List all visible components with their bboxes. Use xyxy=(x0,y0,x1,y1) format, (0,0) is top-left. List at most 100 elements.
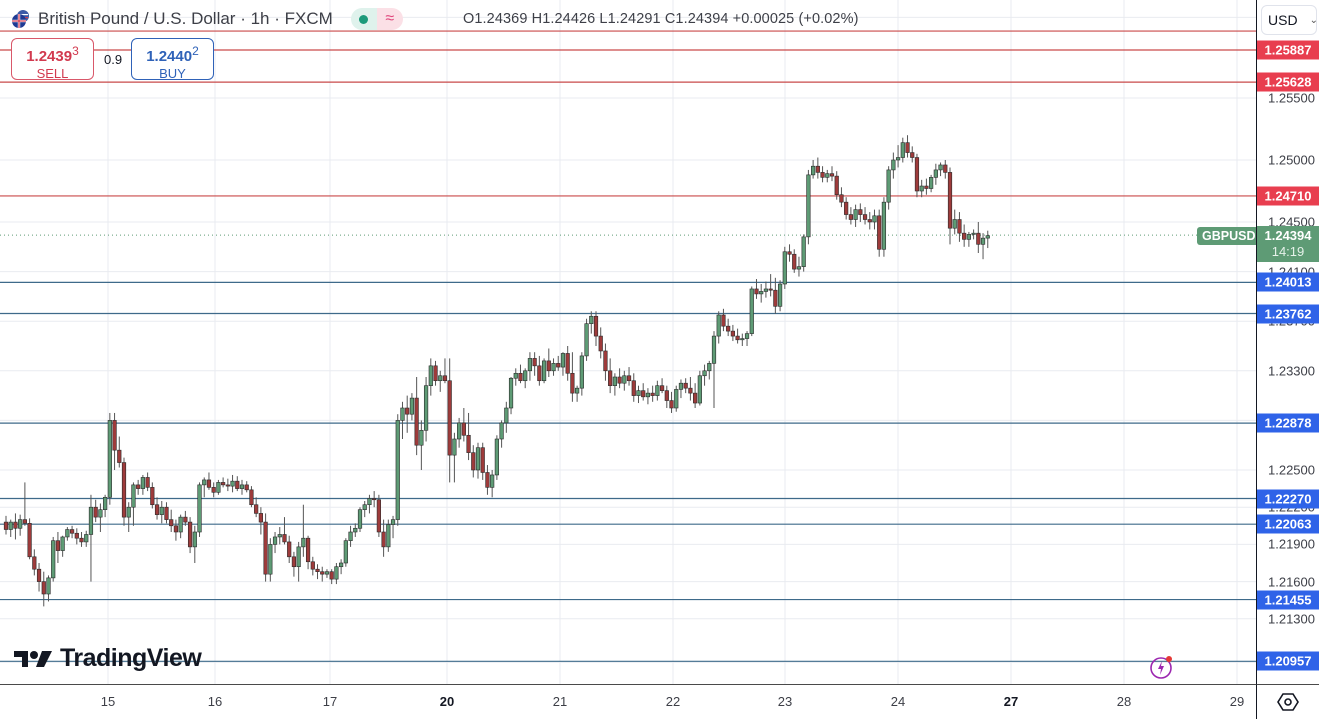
candle xyxy=(60,535,65,557)
price-axis-label: 1.22500 xyxy=(1268,462,1315,478)
candle xyxy=(754,279,759,299)
candle xyxy=(315,564,320,580)
candle xyxy=(136,479,141,495)
candle xyxy=(447,358,452,483)
candle xyxy=(206,472,212,490)
candle xyxy=(702,364,707,386)
candle xyxy=(221,477,226,488)
gbp-usd-flag-icon xyxy=(10,8,32,30)
candle xyxy=(287,535,292,563)
candle xyxy=(254,497,259,518)
market-open-dot-icon xyxy=(350,8,377,30)
candle xyxy=(55,532,61,563)
candle xyxy=(688,377,693,401)
candle xyxy=(485,465,490,495)
candle xyxy=(626,367,632,386)
candlestick-plot[interactable] xyxy=(0,0,1256,684)
level-price-tag: 1.25628 xyxy=(1257,72,1319,92)
candle xyxy=(957,212,962,242)
candle xyxy=(952,209,957,235)
currency-selector[interactable]: USD ⌄ xyxy=(1261,5,1318,35)
candle xyxy=(508,377,514,415)
candle xyxy=(551,358,556,376)
candle xyxy=(192,525,197,563)
candle xyxy=(560,352,566,376)
candle xyxy=(867,212,872,230)
candle xyxy=(475,442,481,479)
candle xyxy=(409,393,415,421)
candle xyxy=(608,358,613,394)
candle xyxy=(980,233,986,260)
candle xyxy=(291,551,297,577)
status-pill[interactable]: ≈ xyxy=(350,8,403,30)
candle xyxy=(650,385,655,402)
candle xyxy=(22,482,27,526)
candle xyxy=(310,556,315,576)
candle xyxy=(216,479,221,495)
candle xyxy=(622,370,627,391)
candle xyxy=(806,169,811,245)
candle xyxy=(612,373,617,396)
candle xyxy=(126,502,131,532)
level-price-tag: 1.22063 xyxy=(1257,514,1319,534)
candle xyxy=(32,549,37,576)
symbol-title[interactable]: British Pound / U.S. Dollar · 1h · FXCM xyxy=(38,9,333,28)
candle xyxy=(513,368,518,386)
candle xyxy=(570,352,575,402)
candle xyxy=(211,482,216,498)
time-axis-label: 15 xyxy=(100,694,116,709)
time-axis-label: 17 xyxy=(322,694,338,709)
currency-value: USD xyxy=(1268,12,1298,28)
candle xyxy=(69,525,75,539)
candle xyxy=(537,355,542,386)
lightning-alert-icon[interactable] xyxy=(1150,655,1174,679)
candle xyxy=(763,281,769,298)
time-axis[interactable]: 15 16 17 20 21 22 23 24 27 28 29 xyxy=(0,684,1256,719)
candle xyxy=(787,244,792,262)
candle xyxy=(442,358,448,384)
candle xyxy=(721,308,726,332)
candle xyxy=(480,442,485,480)
candle xyxy=(88,494,94,582)
buy-price-pip: 2 xyxy=(192,44,199,58)
candle xyxy=(169,509,174,532)
candle xyxy=(461,408,466,442)
candle xyxy=(924,178,929,195)
candle xyxy=(971,229,976,240)
candle xyxy=(579,352,584,396)
candle xyxy=(740,333,745,346)
level-price-tag: 1.22270 xyxy=(1257,489,1319,509)
level-price-tag: 1.25887 xyxy=(1257,40,1319,60)
spread-value: 0.9 xyxy=(104,52,123,67)
sell-button[interactable]: 1.24393 SELL xyxy=(11,38,94,81)
candle xyxy=(825,169,830,183)
candle xyxy=(438,370,443,392)
candle xyxy=(329,569,334,585)
chart-pane[interactable]: British Pound / U.S. Dollar · 1h · FXCM … xyxy=(0,0,1256,684)
tradingview-logo[interactable]: TradingView xyxy=(14,644,202,673)
settings-button[interactable] xyxy=(1256,684,1319,719)
symbol-price-tag: GBPUSD xyxy=(1197,227,1256,245)
candle xyxy=(405,395,410,433)
candle xyxy=(792,249,797,273)
price-axis-label: 1.25000 xyxy=(1268,152,1315,168)
buy-price: 1.2440 xyxy=(146,48,193,65)
candle xyxy=(400,401,405,439)
candle xyxy=(103,494,108,518)
candle xyxy=(74,528,79,545)
candle xyxy=(235,476,240,492)
candle xyxy=(494,435,499,480)
candle xyxy=(178,514,183,539)
buy-button[interactable]: 1.24402 BUY xyxy=(131,38,214,81)
price-axis[interactable]: 1.255001.250001.245001.241001.237001.233… xyxy=(1256,0,1319,684)
candle xyxy=(589,311,594,334)
candle xyxy=(735,328,740,344)
candle xyxy=(933,163,938,185)
candle xyxy=(782,246,787,289)
candle xyxy=(532,352,537,376)
candle xyxy=(457,417,462,448)
symbol-legend: British Pound / U.S. Dollar · 1h · FXCM … xyxy=(10,8,403,30)
candle xyxy=(13,513,18,540)
candle xyxy=(112,412,117,470)
candle xyxy=(853,204,858,227)
